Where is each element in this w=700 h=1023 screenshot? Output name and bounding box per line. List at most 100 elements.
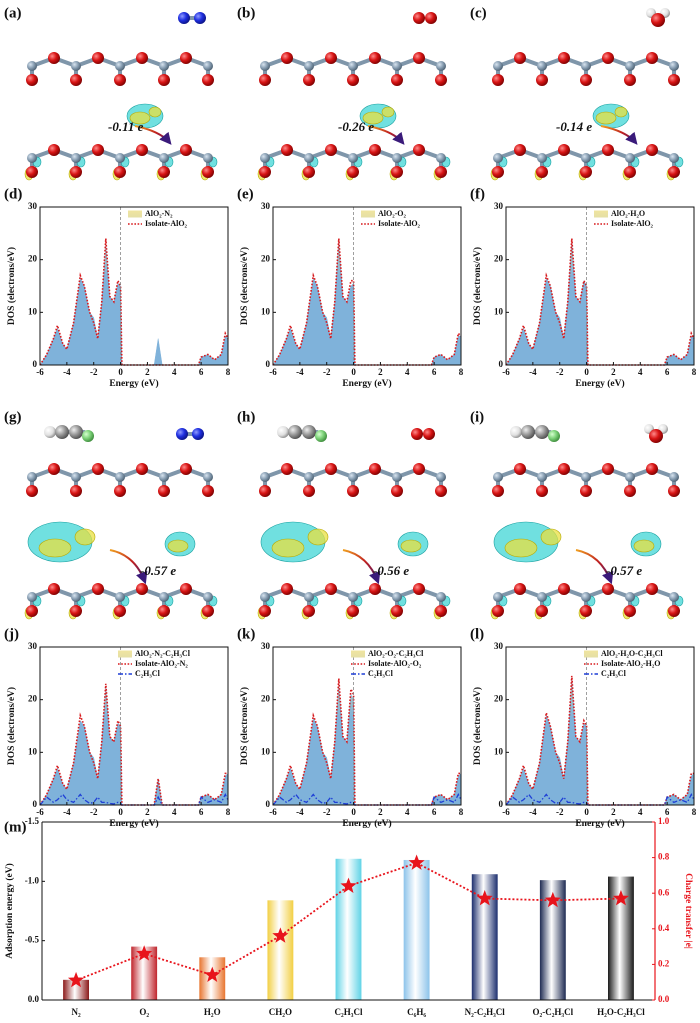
atom — [435, 74, 447, 86]
charge-transfer-label: -0.57 e — [140, 563, 176, 578]
legend-label: Isolate-AlO₂-H₂O — [601, 659, 660, 668]
x-tick-label: 6 — [432, 807, 437, 817]
atom — [558, 144, 570, 156]
legend-label: Isolate-AlO₂-N₂ — [135, 659, 188, 668]
dos-area — [505, 678, 695, 806]
y-axis-label: Adsorption energy (eV) — [4, 863, 15, 959]
atom — [347, 485, 359, 497]
y2-tick-label: 0.0 — [658, 994, 670, 1004]
atom — [514, 583, 526, 595]
atom — [536, 166, 548, 178]
charge-arrow — [134, 125, 172, 145]
atom — [325, 52, 337, 64]
x-tick-label: -6 — [269, 807, 277, 817]
star-marker — [612, 890, 630, 906]
plot-frame — [272, 646, 462, 806]
atom — [136, 463, 148, 475]
legend-swatch — [128, 210, 142, 218]
atom — [514, 463, 526, 475]
atom — [369, 583, 381, 595]
x-tick-label: 8 — [226, 807, 231, 817]
atom — [325, 583, 337, 595]
panel-label: (h) — [237, 409, 255, 425]
atom — [48, 144, 60, 156]
atom — [114, 166, 126, 178]
atom — [180, 144, 192, 156]
charge-density — [148, 106, 162, 118]
atom — [493, 592, 503, 602]
atom — [202, 74, 214, 86]
charge-density — [614, 106, 628, 118]
atom — [646, 463, 658, 475]
atom — [646, 144, 658, 156]
atom — [669, 153, 679, 163]
x-tick-label: 2 — [611, 807, 616, 817]
x-tick-label: -2 — [556, 367, 564, 377]
x-tick-label: C₆H₆ — [407, 1007, 426, 1017]
atom — [669, 61, 679, 71]
x-axis-label: Energy (eV) — [109, 378, 158, 389]
atom — [580, 485, 592, 497]
x-tick-label: -2 — [323, 367, 331, 377]
star-marker — [204, 966, 221, 982]
panel-label: (a) — [4, 5, 22, 21]
atom — [392, 592, 402, 602]
atom — [48, 583, 60, 595]
atom — [260, 592, 270, 602]
dos-line — [39, 683, 228, 806]
x-tick-label: H₂O — [204, 1007, 221, 1017]
y-tick-label: 0 — [33, 799, 38, 809]
atom — [70, 166, 82, 178]
x-tick-label: 8 — [459, 807, 464, 817]
atom — [435, 166, 447, 178]
y-tick-label: 10 — [261, 746, 271, 756]
atom — [581, 61, 591, 71]
atom — [136, 144, 148, 156]
atom — [281, 52, 293, 64]
atom — [304, 592, 314, 602]
legend-label: C₂H₃Cl — [135, 669, 161, 678]
atom — [536, 485, 548, 497]
charge-density — [307, 528, 329, 546]
atom — [259, 74, 271, 86]
atom — [646, 583, 658, 595]
atom — [413, 12, 425, 24]
x-tick-label: 4 — [405, 807, 410, 817]
star-marker — [136, 945, 153, 961]
x-tick-label: 2 — [145, 367, 150, 377]
atom — [493, 472, 503, 482]
atom — [304, 61, 314, 71]
atom — [425, 12, 437, 24]
atom — [114, 605, 126, 617]
atom — [136, 583, 148, 595]
dos-area — [505, 241, 695, 366]
charge-density — [633, 539, 655, 553]
atom — [159, 592, 169, 602]
atom — [180, 463, 192, 475]
x-tick-label: 2 — [145, 807, 150, 817]
atom — [347, 605, 359, 617]
atom — [281, 144, 293, 156]
atom — [536, 74, 548, 86]
panel-label: (l) — [470, 626, 484, 642]
x-tick-label: -6 — [36, 367, 44, 377]
atom — [203, 153, 213, 163]
charge-line — [75, 861, 621, 982]
legend-label: AlO₂-N₂ — [145, 209, 173, 218]
x-tick-label: 6 — [199, 807, 204, 817]
x-tick-label: -2 — [323, 807, 331, 817]
y-tick-label: -1.5 — [25, 816, 40, 826]
panel-label: (j) — [4, 626, 19, 642]
x-tick-label: -4 — [63, 367, 71, 377]
atom — [158, 166, 170, 178]
x-tick-label: 8 — [226, 367, 231, 377]
atom — [260, 472, 270, 482]
y2-tick-label: 0.4 — [658, 923, 670, 933]
charge-density — [271, 538, 305, 558]
y-axis-label: DOS (electrons/eV) — [6, 247, 17, 325]
atom — [82, 430, 94, 442]
y2-tick-label: 0.6 — [658, 887, 670, 897]
x-tick-label: -2 — [90, 367, 98, 377]
charge-arrow — [109, 549, 148, 585]
atom — [71, 153, 81, 163]
